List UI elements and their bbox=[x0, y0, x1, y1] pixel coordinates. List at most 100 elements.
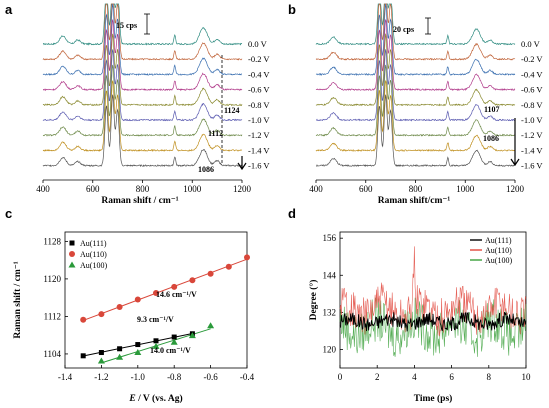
legend-label: Au(110) bbox=[485, 246, 512, 255]
panel-c-y-axis-title: Raman shift / cm⁻¹ bbox=[13, 261, 23, 338]
data-point-triangle bbox=[97, 357, 105, 364]
voltage-label: -0.8 V bbox=[521, 100, 543, 110]
panel-a-traces bbox=[42, 3, 243, 168]
x-tick-label: -1.2 bbox=[94, 372, 108, 382]
data-point-triangle bbox=[188, 332, 196, 339]
data-point-square bbox=[117, 346, 123, 352]
panel-a-spectra-chart: 0.0 V -0.2 V -0.4 V -0.6 V -0.8 V -1.0 V -1.2 … bbox=[36, 3, 270, 206]
voltage-label: 0.0 V bbox=[248, 39, 268, 49]
legend-marker-triangle bbox=[68, 261, 76, 268]
voltage-label: 0.0 V bbox=[521, 39, 541, 49]
panel-b-spectra-chart: 0.0 V -0.2 V -0.4 V -0.6 V -0.8 V -1.0 V -1.2 … bbox=[309, 3, 543, 206]
legend-label: Au(100) bbox=[485, 256, 512, 265]
panel-b-arrow bbox=[510, 118, 520, 167]
voltage-label: -0.4 V bbox=[248, 69, 270, 79]
x-tick-label: 1000 bbox=[456, 184, 475, 194]
panel-b-voltage-labels: 0.0 V -0.2 V -0.4 V -0.6 V -0.8 V -1.0 V -1.2 … bbox=[521, 39, 543, 171]
data-point-circle bbox=[171, 283, 178, 290]
voltage-label: -0.8 V bbox=[248, 100, 270, 110]
panel-d-lines bbox=[339, 246, 527, 357]
data-point-circle bbox=[207, 270, 214, 277]
data-point-square bbox=[80, 353, 86, 359]
panel-c-slope-label-au111: 9.3 cm⁻¹/V bbox=[137, 315, 174, 324]
spectrum-line bbox=[316, 49, 516, 122]
x-tick-label: 0 bbox=[338, 372, 343, 382]
x-tick-label: 6 bbox=[449, 372, 454, 382]
spectrum-line bbox=[42, 64, 243, 137]
data-point-square bbox=[98, 350, 104, 356]
panel-a-peak-label-1124: 1124 bbox=[224, 106, 240, 115]
data-point-square bbox=[153, 338, 159, 344]
data-point-circle bbox=[244, 254, 250, 261]
voltage-label: -1.6 V bbox=[248, 161, 270, 171]
spectrum-line bbox=[42, 49, 243, 122]
x-tick-label: -1.0 bbox=[131, 372, 146, 382]
legend-label: Au(111) bbox=[80, 239, 107, 248]
legend-label: Au(100) bbox=[80, 261, 107, 270]
time-series-line bbox=[339, 311, 527, 332]
x-tick-label: 2 bbox=[375, 372, 380, 382]
panel-d-plot-frame bbox=[339, 231, 527, 369]
x-tick-label: 400 bbox=[309, 184, 323, 194]
spectrum-line bbox=[42, 33, 243, 107]
panel-a-peak-label-1112: 1112 bbox=[208, 129, 223, 138]
panel-a-peak-label-1086: 1086 bbox=[198, 165, 214, 174]
x-tick-label: -1.4 bbox=[58, 372, 73, 382]
y-tick-label: 1104 bbox=[43, 349, 61, 359]
legend-marker-circle bbox=[69, 251, 75, 257]
panel-c-x-axis-title: E / V (vs. Ag) bbox=[128, 393, 182, 404]
y-tick-label: 1112 bbox=[44, 311, 61, 321]
spectrum-line bbox=[42, 3, 243, 76]
panel-letter-a: a bbox=[5, 2, 13, 17]
spectrum-line bbox=[315, 3, 516, 46]
voltage-label: -0.2 V bbox=[248, 54, 270, 64]
panel-b-scale-label: 20 cps bbox=[393, 25, 414, 34]
panel-a-voltage-labels: 0.0 V -0.2 V -0.4 V -0.6 V -0.8 V -1.0 V -1.2 … bbox=[248, 39, 270, 171]
x-tick-label: 1200 bbox=[506, 184, 525, 194]
panel-letter-d: d bbox=[288, 206, 296, 221]
panel-c-scatter-chart: -1.4 -1.2 -1.0 -0.8 -0.6 -0.4 1104 1112 1120 1128… bbox=[13, 231, 255, 404]
spectrum-line bbox=[315, 80, 516, 152]
voltage-label: -0.6 V bbox=[521, 85, 543, 95]
voltage-label: -0.6 V bbox=[248, 85, 270, 95]
data-point-circle bbox=[189, 277, 196, 284]
panel-d-x-axis-title: Time (ps) bbox=[414, 393, 453, 404]
spectrum-line bbox=[315, 64, 516, 137]
panel-b-x-axis: 400 600 800 1000 1200 bbox=[309, 179, 525, 194]
voltage-label: -0.4 V bbox=[521, 69, 543, 79]
spectrum-line bbox=[315, 3, 516, 76]
spectrum-line bbox=[42, 94, 243, 168]
data-point-square bbox=[171, 334, 177, 340]
time-series-line bbox=[339, 246, 527, 337]
voltage-label: -1.2 V bbox=[248, 130, 270, 140]
y-tick-label: 120 bbox=[323, 344, 337, 354]
x-tick-label: 4 bbox=[412, 372, 417, 382]
spectrum-line bbox=[315, 33, 516, 107]
data-point-triangle bbox=[152, 342, 160, 349]
x-tick-label: -0.8 bbox=[167, 372, 182, 382]
spectrum-line bbox=[315, 19, 516, 92]
panel-b-peak-label-1086: 1086 bbox=[483, 134, 499, 143]
spectrum-line bbox=[316, 94, 516, 168]
voltage-label: -1.2 V bbox=[521, 130, 543, 140]
x-tick-label: -0.4 bbox=[240, 372, 255, 382]
data-point-triangle bbox=[134, 349, 142, 356]
panel-c-points bbox=[80, 254, 250, 364]
panel-d-time-series-chart: 0 2 4 6 8 10 120 132 144 156 Time (ps) Degree (°)… bbox=[308, 231, 531, 404]
data-point-circle bbox=[80, 316, 87, 323]
spectrum-line bbox=[42, 19, 243, 92]
spectrum-line bbox=[42, 3, 243, 46]
x-tick-label: 1200 bbox=[233, 184, 252, 194]
panel-d-y-axis-title: Degree (°) bbox=[308, 280, 319, 321]
spectrum-line bbox=[42, 3, 243, 61]
data-point-triangle bbox=[207, 322, 215, 329]
panel-b-traces bbox=[315, 3, 516, 168]
data-point-triangle bbox=[116, 353, 124, 360]
data-point-square bbox=[135, 342, 141, 348]
voltage-label: -1.0 V bbox=[521, 115, 543, 125]
data-point-triangle bbox=[170, 338, 178, 345]
panel-a-arrow bbox=[237, 156, 247, 171]
data-point-circle bbox=[153, 289, 159, 296]
panel-d-legend: Au(111)Au(110)Au(100) bbox=[470, 236, 512, 265]
